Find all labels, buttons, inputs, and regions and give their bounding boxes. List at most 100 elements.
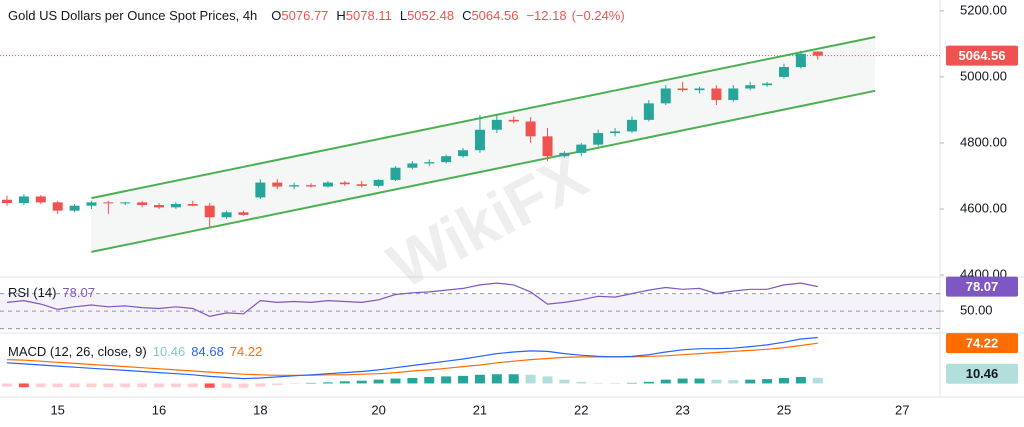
x-tick-label: 20: [371, 402, 385, 417]
macd-histogram-bar: [677, 378, 688, 384]
signal-badge-bg: [946, 333, 1018, 354]
macd-histogram-bar: [542, 376, 553, 384]
candle-body: [407, 163, 418, 168]
candle-body: [306, 185, 317, 187]
candle-body: [795, 53, 806, 68]
rsi-line: [6, 282, 818, 318]
macd-histogram-bar: [407, 378, 418, 384]
x-tick-label: 23: [675, 402, 689, 417]
macd-histogram-bar: [272, 383, 283, 386]
candle-body: [221, 212, 232, 218]
x-tick-label: 22: [574, 402, 588, 417]
x-tick-label: 16: [152, 402, 166, 417]
y-tick-label: 4800.00: [960, 134, 1007, 149]
macd-histogram-bar: [424, 376, 435, 384]
candle-body: [52, 202, 63, 211]
ohlc-key: O: [271, 8, 281, 23]
macd-histogram-bar: [626, 382, 637, 384]
candle-body: [424, 162, 435, 164]
rsi-badge-bg: [946, 276, 1018, 297]
macd-histogram-bar: [35, 383, 46, 388]
candle-body: [762, 83, 773, 86]
candle-body: [356, 184, 367, 186]
candle-body: [491, 119, 502, 130]
x-tick-label: 15: [50, 402, 64, 417]
candle-body: [103, 202, 114, 204]
candle-body: [322, 182, 333, 187]
candle-body: [610, 131, 621, 134]
macd-histogram-bar: [778, 378, 789, 384]
candle-body: [508, 119, 519, 122]
macd-title: MACD (12, 26, close, 9): [8, 344, 147, 359]
candle-body: [559, 152, 570, 157]
candle-body: [626, 119, 637, 132]
chart-title: Gold US Dollars per Ounce Spot Prices, 4…: [8, 8, 257, 23]
candle-body: [812, 51, 823, 56]
candle-body: [474, 129, 485, 151]
last-price-badge: 5064.56: [959, 48, 1006, 63]
signal-line: [6, 342, 818, 376]
x-tick-label: 21: [473, 402, 487, 417]
candle-body: [660, 88, 671, 104]
macd-histogram-bar: [694, 378, 705, 384]
y-tick-label: 5000.00: [960, 68, 1007, 83]
channel-line: [91, 35, 876, 200]
macd-histogram-bar: [576, 381, 587, 384]
macd-line: [6, 336, 818, 380]
x-tick-label: 18: [253, 402, 267, 417]
macd-histogram-bar: [491, 374, 502, 384]
macd-histogram-bar: [322, 382, 333, 384]
candle-body: [120, 202, 131, 204]
legend-header: Gold US Dollars per Ounce Spot Prices, 4…: [8, 8, 625, 23]
macd-histogram-bar: [643, 381, 654, 384]
y-tick-label: 50.00: [960, 303, 993, 318]
macd-histogram-bar: [728, 380, 739, 384]
candle-body: [390, 167, 401, 180]
macd-histogram-bar: [812, 377, 823, 384]
macd-histogram-bar: [154, 383, 165, 388]
x-tick-label: 25: [777, 402, 791, 417]
macd-value: 84.68: [191, 344, 224, 359]
macd-histogram-bar: [610, 383, 621, 384]
macd-histogram-bar: [103, 383, 114, 388]
macd-histogram-bar: [238, 383, 249, 388]
ohlc-value: 5078.11: [346, 8, 392, 23]
ohlc-key: H: [336, 8, 345, 23]
ohlc-value: 5064.56: [471, 8, 518, 23]
candle-body: [711, 88, 722, 101]
macd-histogram-bar: [711, 379, 722, 384]
candle-body: [2, 199, 12, 204]
last-price-badge-bg: [946, 45, 1018, 66]
macd-histogram-bar: [120, 383, 131, 388]
macd-histogram-bar: [762, 379, 773, 384]
candle-body: [187, 204, 198, 206]
histogram-badge-bg: [946, 363, 1018, 384]
change-percent: (−0.24%): [572, 8, 625, 23]
macd-histogram-bar: [137, 383, 148, 388]
signal-badge: 74.22: [966, 336, 999, 351]
candle-body: [170, 204, 181, 208]
candle-body: [525, 121, 536, 137]
candle-body: [593, 133, 604, 145]
macd-histogram-bar: [18, 383, 29, 388]
macd-histogram-bar: [356, 380, 367, 384]
macd-histogram-bar: [2, 383, 12, 387]
macd-histogram-bar: [289, 383, 300, 384]
candle-body: [458, 150, 469, 157]
macd-histogram-bar: [390, 378, 401, 384]
macd-histogram-bar: [187, 383, 198, 388]
candle-body: [18, 196, 29, 204]
candle-body: [441, 156, 452, 163]
candle-body: [745, 85, 756, 89]
candle-body: [289, 185, 300, 187]
macd-histogram-bar: [660, 379, 671, 384]
y-tick-label: 4600.00: [960, 200, 1007, 215]
macd-histogram-bar: [221, 383, 232, 388]
candle-body: [154, 205, 165, 208]
macd-histogram-bar: [474, 374, 485, 384]
change-value: −12.18: [526, 8, 566, 23]
macd-histogram-bar: [508, 374, 519, 384]
rsi-title: RSI (14): [8, 285, 56, 300]
